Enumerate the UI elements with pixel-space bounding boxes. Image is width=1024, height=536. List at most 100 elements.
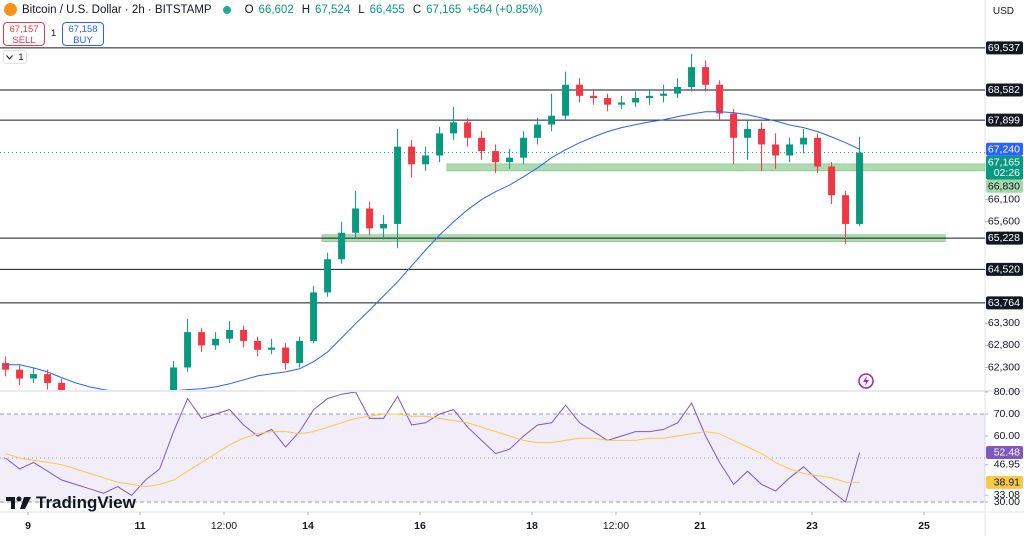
candle-body bbox=[548, 115, 556, 125]
price-tag bbox=[986, 446, 1023, 460]
price-pane bbox=[0, 47, 985, 414]
moving-average bbox=[5, 111, 860, 390]
x-tick-label: 14 bbox=[302, 520, 314, 532]
candle-body bbox=[436, 133, 444, 156]
price-tag bbox=[986, 155, 1023, 180]
currency[interactable]: USD bbox=[992, 6, 1014, 17]
sell-label: SELL bbox=[12, 35, 36, 46]
candle-body bbox=[646, 95, 654, 99]
buy-label: BUY bbox=[73, 35, 93, 46]
ohlc-value: 67,524 bbox=[315, 3, 351, 16]
price-tag bbox=[986, 113, 1023, 127]
candle-body bbox=[408, 146, 416, 165]
candle-body bbox=[72, 394, 79, 403]
candle-body bbox=[478, 137, 486, 152]
price-tag bbox=[986, 475, 1023, 489]
candle-body bbox=[240, 329, 248, 341]
candle-body bbox=[380, 223, 388, 229]
price-tag-label: 66,830 bbox=[988, 180, 1020, 192]
buy-button[interactable]: 67,158 BUY bbox=[62, 22, 104, 46]
candle-body bbox=[828, 166, 836, 196]
ohlc-value: 66,455 bbox=[369, 3, 405, 16]
spread: 1 bbox=[51, 28, 57, 39]
candle-body bbox=[674, 87, 682, 94]
candle-body bbox=[366, 208, 374, 229]
candle-body bbox=[702, 67, 710, 85]
ohlc-key: H bbox=[301, 3, 311, 16]
x-tick-label: 23 bbox=[806, 520, 818, 532]
candle-body bbox=[814, 137, 822, 167]
y-tick-label: 30.00 bbox=[994, 496, 1020, 508]
candle-body bbox=[856, 152, 864, 224]
y-tick-label: 60.00 bbox=[994, 430, 1020, 442]
logo-icon bbox=[6, 496, 31, 509]
candle-body bbox=[492, 151, 500, 163]
candle-body bbox=[86, 403, 93, 407]
price-tag-label: 67,165 bbox=[988, 156, 1020, 168]
candle-body bbox=[58, 382, 66, 390]
indicator-count: 1 bbox=[18, 51, 24, 63]
candle-body bbox=[464, 122, 472, 138]
x-tick-label: 11 bbox=[134, 520, 145, 532]
sell-button[interactable]: 67,157 SELL bbox=[3, 22, 45, 46]
logo: TradingView bbox=[6, 493, 136, 513]
price-tag-label: 63,764 bbox=[988, 297, 1020, 309]
coin-icon bbox=[4, 3, 17, 16]
candle-body bbox=[212, 338, 220, 346]
candle-body bbox=[590, 95, 598, 99]
x-tick-label: 25 bbox=[918, 520, 930, 532]
price-tag-label: 67,899 bbox=[988, 114, 1020, 126]
symbol-name[interactable]: Bitcoin / U.S. Dollar · 2h · BITSTAMP bbox=[22, 3, 212, 16]
candle-body bbox=[632, 98, 640, 103]
candle-body bbox=[254, 340, 262, 350]
y-tick-label: 62,800 bbox=[988, 339, 1020, 351]
ohlc-key: C bbox=[412, 3, 422, 16]
y-tick-label: 46.95 bbox=[994, 458, 1020, 470]
rsi-pane bbox=[0, 392, 985, 503]
candle-body bbox=[394, 146, 402, 224]
candle-body bbox=[730, 113, 738, 138]
candle-body bbox=[338, 232, 346, 260]
ohlc-key: O bbox=[244, 3, 254, 16]
ohlc-value: 66,602 bbox=[258, 3, 294, 16]
x-tick-label: 9 bbox=[25, 520, 31, 532]
buy-price: 67,158 bbox=[68, 24, 98, 35]
ohlc-key: L bbox=[358, 3, 365, 16]
price-tag-label: 69,537 bbox=[988, 42, 1020, 54]
price-tag-label: 52.48 bbox=[994, 447, 1020, 459]
candle-body bbox=[268, 347, 276, 350]
candle-body bbox=[422, 155, 430, 165]
alert-icon[interactable] bbox=[858, 373, 874, 389]
x-tick-label: 12:00 bbox=[211, 520, 237, 532]
x-tick-label: 12:00 bbox=[603, 520, 629, 532]
candle-body bbox=[16, 369, 24, 379]
candle-body bbox=[114, 409, 121, 411]
candle-body bbox=[310, 292, 318, 341]
price-tag bbox=[986, 41, 1023, 55]
candle-body bbox=[128, 409, 135, 413]
price-tag-label: 65,228 bbox=[988, 232, 1020, 244]
y-tick-label: 70.00 bbox=[994, 408, 1020, 420]
x-tick-label: 18 bbox=[526, 520, 538, 532]
candle-body bbox=[562, 84, 570, 116]
candle-body bbox=[44, 374, 52, 383]
x-tick-label: 21 bbox=[694, 520, 706, 532]
candle-body bbox=[450, 122, 458, 134]
indicator-toggle[interactable]: 1 bbox=[3, 50, 27, 64]
price-tag bbox=[986, 231, 1023, 245]
candle-body bbox=[800, 137, 808, 145]
price-tag-label: 38.91 bbox=[994, 476, 1020, 488]
candle-body bbox=[688, 67, 696, 88]
chevron bbox=[6, 54, 14, 60]
candle-body bbox=[198, 332, 206, 346]
y-tick-label: 80.00 bbox=[994, 386, 1020, 398]
candle-body bbox=[744, 128, 752, 138]
candle-body bbox=[100, 407, 107, 411]
candle-body bbox=[842, 195, 850, 224]
candle-body bbox=[142, 405, 149, 414]
ohlc-value: 67,165 bbox=[426, 3, 462, 16]
price-tag bbox=[986, 296, 1023, 310]
